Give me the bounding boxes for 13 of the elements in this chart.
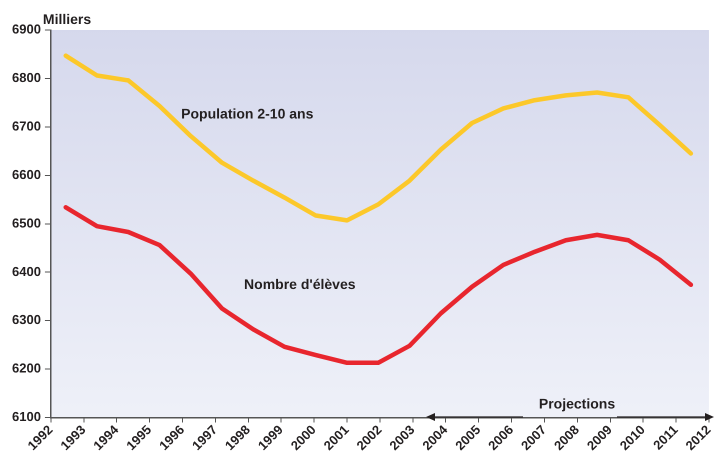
y-tick-label: 6100	[12, 409, 41, 424]
series-label: Population 2-10 ans	[181, 106, 314, 122]
series-label: Nombre d'élèves	[244, 276, 356, 292]
y-tick-label: 6900	[12, 22, 41, 37]
y-tick-label: 6800	[12, 70, 41, 86]
y-tick-label: 6400	[12, 264, 41, 279]
y-axis-title: Milliers	[42, 10, 92, 27]
y-tick-label: 6300	[12, 312, 41, 328]
y-tick-label: 6500	[12, 215, 41, 230]
y-tick-label: 6600	[12, 166, 41, 182]
annotation: Projections	[538, 395, 616, 412]
y-tick-label: 6200	[12, 360, 41, 376]
y-tick-label: 6700	[12, 118, 41, 134]
